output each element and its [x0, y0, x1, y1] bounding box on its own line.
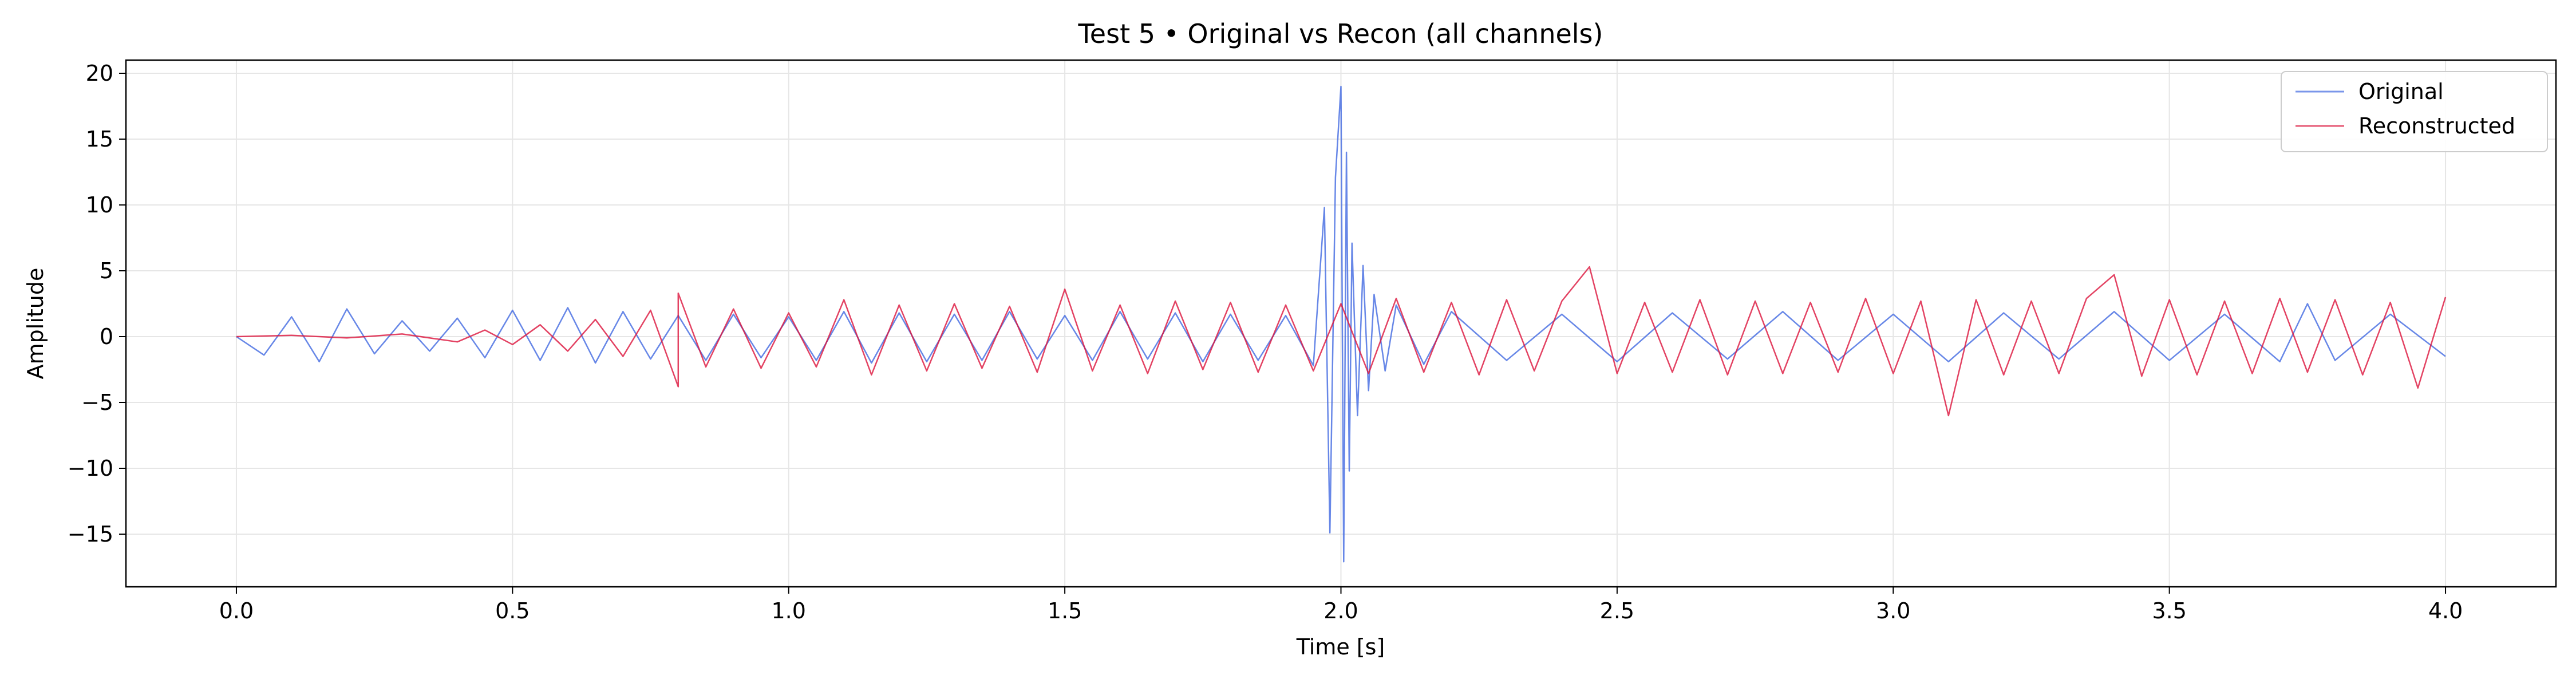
y-axis-label: Amplitude — [23, 268, 48, 380]
legend: Original Reconstructed — [2281, 71, 2548, 152]
legend-box — [2281, 71, 2548, 152]
x-tick-label: 4.0 — [2428, 598, 2463, 623]
x-tick-label: 2.5 — [1600, 598, 1634, 623]
y-tick-label: 10 — [86, 192, 113, 218]
x-tick-label: 0.0 — [219, 598, 254, 623]
y-tick-label: 15 — [86, 127, 113, 152]
x-tick-label: 1.5 — [1048, 598, 1082, 623]
legend-label-original: Original — [2358, 79, 2444, 104]
legend-label-reconstructed: Reconstructed — [2358, 113, 2515, 139]
y-axis-ticks: −15 −10 −5 0 5 10 15 20 — [68, 61, 126, 547]
x-tick-label: 3.0 — [1876, 598, 1910, 623]
x-tick-label: 1.0 — [772, 598, 806, 623]
y-tick-label: 20 — [86, 61, 113, 86]
series-line-original — [236, 85, 2446, 563]
x-axis-label: Time [s] — [1296, 634, 1385, 660]
y-tick-label: −10 — [68, 456, 113, 481]
y-tick-label: −5 — [81, 390, 113, 415]
series-line-reconstructed — [236, 266, 2447, 417]
chart-title: Test 5 • Original vs Recon (all channels… — [1078, 18, 1603, 49]
y-tick-label: −15 — [68, 522, 113, 547]
y-tick-label: 5 — [100, 258, 113, 283]
x-axis-ticks: 0.0 0.5 1.0 1.5 2.0 2.5 3.0 3.5 4.0 — [219, 587, 2463, 623]
series-lines — [236, 85, 2447, 563]
x-tick-label: 0.5 — [495, 598, 530, 623]
y-tick-label: 0 — [100, 324, 113, 349]
x-tick-label: 2.0 — [1323, 598, 1358, 623]
x-tick-label: 3.5 — [2152, 598, 2186, 623]
